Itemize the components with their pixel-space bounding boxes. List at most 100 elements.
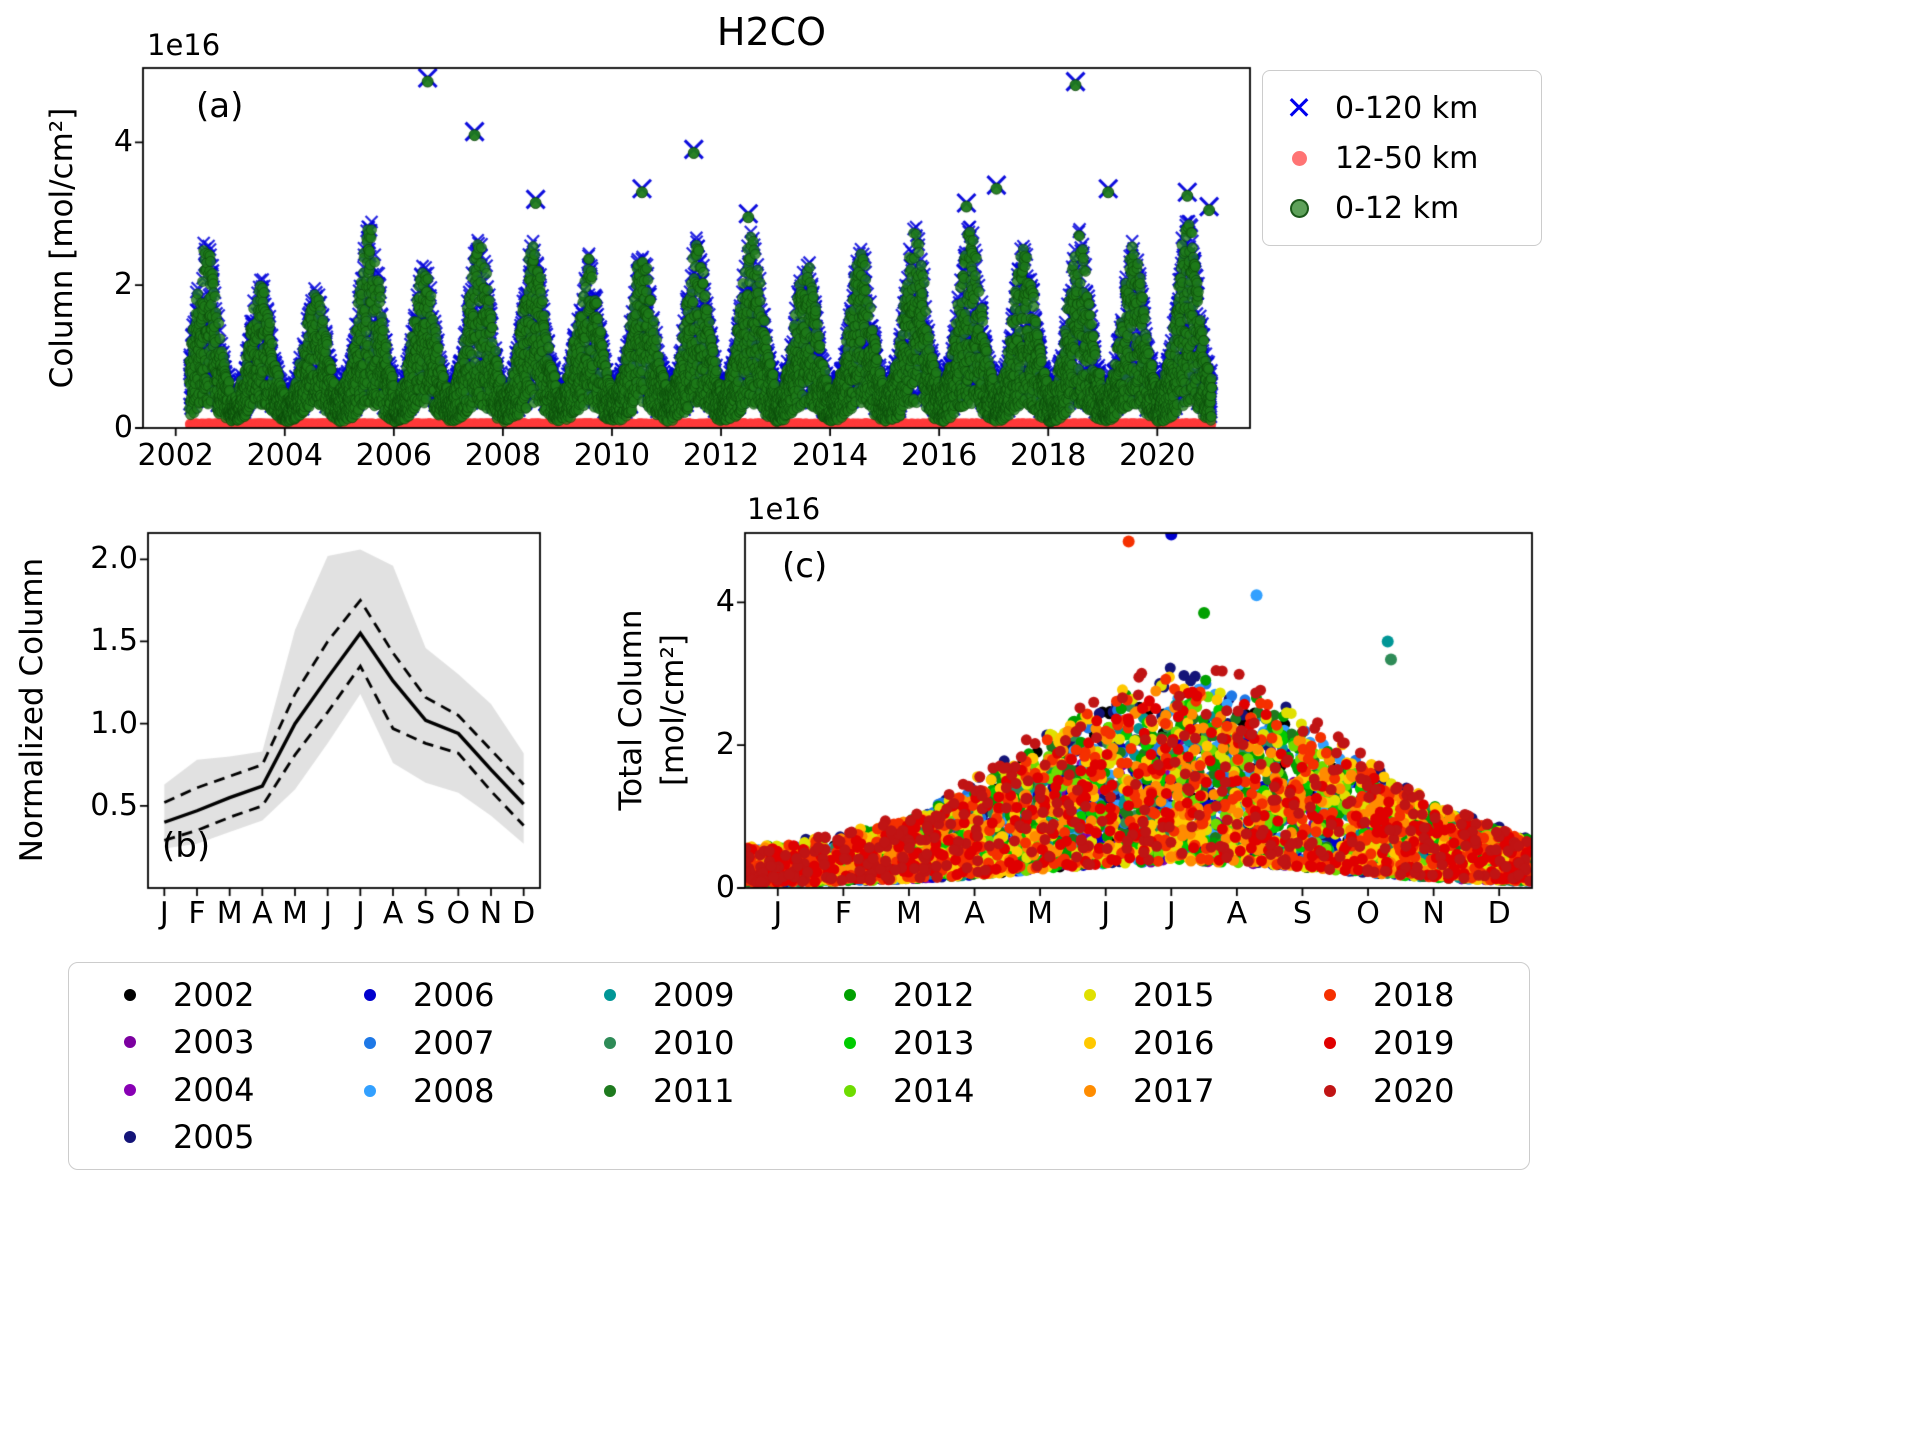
- panel-b-ytick-label: 0.5: [90, 787, 138, 823]
- year-legend-label: 2009: [653, 976, 735, 1014]
- panel-b-xtick-label: D: [512, 896, 536, 931]
- panel-a-ytick-label: 4: [113, 124, 133, 160]
- year-dot-icon: [1287, 989, 1373, 1001]
- legend-item-0-120km: ✕ 0-120 km: [1263, 83, 1541, 133]
- year-legend-item-2009: 2009: [567, 971, 807, 1019]
- year-dot-icon: [807, 1037, 893, 1049]
- year-legend-column-6: 2018 2019 2020: [1287, 971, 1527, 1161]
- x-marker-icon: ✕: [1285, 89, 1313, 127]
- year-legend-item-2005: 2005: [87, 1114, 327, 1162]
- year-legend-item-2012: 2012: [807, 971, 1047, 1019]
- panel-c-xtick-label: M: [1027, 896, 1054, 931]
- panel-c-ytick-label: 2: [715, 727, 735, 763]
- panel-c-xtick-label: J: [1101, 896, 1111, 931]
- year-legend-label: 2015: [1133, 976, 1215, 1014]
- year-dot-icon: [1047, 1037, 1133, 1049]
- year-legend-item-2010: 2010: [567, 1019, 807, 1067]
- year-legend-label: 2017: [1133, 1072, 1215, 1110]
- year-dot-icon: [327, 1085, 413, 1097]
- year-legend-label: 2007: [413, 1024, 495, 1062]
- panel-c-xtick-label: A: [1226, 896, 1248, 931]
- year-dot-icon: [327, 1037, 413, 1049]
- year-dot-icon: [87, 1083, 173, 1096]
- year-legend-label: 2012: [893, 976, 975, 1014]
- year-legend-label: 2020: [1373, 1072, 1455, 1110]
- year-legend-label: 2016: [1133, 1024, 1215, 1062]
- panel-c-xtick-label: F: [834, 896, 852, 931]
- year-legend-item-2008: 2008: [327, 1067, 567, 1115]
- year-legend-item-2014: 2014: [807, 1067, 1047, 1115]
- year-legend-column-5: 2015 2016 2017: [1047, 971, 1287, 1161]
- legend-label: 0-120 km: [1335, 90, 1479, 126]
- panel-b-xtick-label: O: [446, 896, 471, 931]
- year-legend-label: 2013: [893, 1024, 975, 1062]
- panel-c-xtick-label: M: [896, 896, 922, 931]
- year-legend: 2002 2003 2004 2005 2006 2007 2008 2009 2010 2011…: [68, 962, 1530, 1170]
- year-legend-label: 2011: [653, 1072, 735, 1110]
- panel-a-label: (a): [196, 86, 244, 126]
- year-legend-item-2019: 2019: [1287, 1019, 1527, 1067]
- year-legend-column-2: 2006 2007 2008: [327, 971, 567, 1161]
- panel-c-xtick-label: J: [1166, 896, 1176, 931]
- panel-b-xtick-label: A: [252, 896, 273, 931]
- year-legend-label: 2005: [173, 1118, 255, 1157]
- panel-a-xtick-label: 2018: [1010, 438, 1087, 473]
- figure-title: H2CO: [716, 10, 827, 54]
- year-dot-icon: [807, 989, 893, 1001]
- panel-c-ylabel-line2: [mol/cm²]: [655, 633, 691, 787]
- year-dot-icon: [1287, 1037, 1373, 1049]
- panel-b-xtick-label: A: [382, 896, 404, 931]
- panel-c-label: (c): [782, 546, 828, 586]
- year-legend-item-2004: 2004: [87, 1066, 327, 1114]
- year-legend-item-2013: 2013: [807, 1019, 1047, 1067]
- year-legend-item-2017: 2017: [1047, 1067, 1287, 1115]
- panel-a-ytick-label: 2: [113, 267, 133, 303]
- panel-b-ytick-label: 2.0: [90, 541, 138, 577]
- panel-c-ytick-label: 4: [715, 584, 735, 620]
- year-dot-icon: [567, 1085, 653, 1097]
- panel-c-xtick-label: N: [1422, 896, 1445, 931]
- panel-c-xtick-label: D: [1487, 896, 1511, 931]
- panel-a-offset-text: 1e16: [147, 28, 221, 62]
- panel-b-xtick-label: M: [216, 896, 243, 931]
- year-legend-column-1: 2002 2003 2004 2005: [87, 971, 327, 1161]
- panel-b-ytick-label: 1.0: [90, 705, 138, 741]
- panel-b-xtick-label: N: [479, 896, 503, 931]
- panel-b-xtick-label: J: [355, 896, 365, 931]
- year-dot-icon: [807, 1085, 893, 1097]
- panel-b-xtick-label: J: [159, 896, 169, 931]
- panel-a-legend: ✕ 0-120 km 12-50 km 0-12 km: [1262, 70, 1542, 246]
- year-legend-item-2018: 2018: [1287, 971, 1527, 1019]
- panel-c-xtick-label: S: [1292, 896, 1312, 931]
- year-legend-label: 2002: [173, 975, 255, 1014]
- year-legend-item-2020: 2020: [1287, 1067, 1527, 1115]
- year-legend-label: 2010: [653, 1024, 735, 1062]
- panel-c-ylabel: Total Column [mol/cm²]: [610, 610, 694, 811]
- panel-a-xtick-label: 2008: [464, 438, 542, 473]
- panel-b-xtick-label: F: [188, 896, 206, 931]
- panel-a-xtick-label: 2014: [791, 438, 869, 473]
- panel-a-xtick-label: 2010: [573, 438, 651, 473]
- panel-a-xtick-label: 2004: [246, 438, 323, 473]
- year-dot-icon: [567, 1037, 653, 1049]
- year-dot-icon: [1047, 1085, 1133, 1097]
- year-legend-item-2002: 2002: [87, 971, 327, 1019]
- panel-b-xtick-label: J: [323, 896, 333, 931]
- year-dot-icon: [567, 989, 653, 1001]
- panel-a-xtick-label: 2006: [355, 438, 433, 473]
- year-legend-label: 2014: [893, 1072, 975, 1110]
- year-legend-item-2011: 2011: [567, 1067, 807, 1115]
- year-legend-item-2007: 2007: [327, 1019, 567, 1067]
- panel-a-ytick-label: 0: [113, 410, 133, 445]
- year-dot-icon: [87, 988, 173, 1001]
- panel-c-xtick-label: A: [964, 896, 985, 931]
- year-legend-label: 2006: [413, 976, 495, 1014]
- year-legend-label: 2008: [413, 1072, 495, 1110]
- year-dot-icon: [87, 1036, 173, 1049]
- panel-c-ylabel-line1: Total Column: [613, 609, 649, 811]
- panel-b-xtick-label: S: [416, 896, 436, 931]
- legend-label: 0-12 km: [1335, 190, 1460, 226]
- year-legend-item-2003: 2003: [87, 1019, 327, 1067]
